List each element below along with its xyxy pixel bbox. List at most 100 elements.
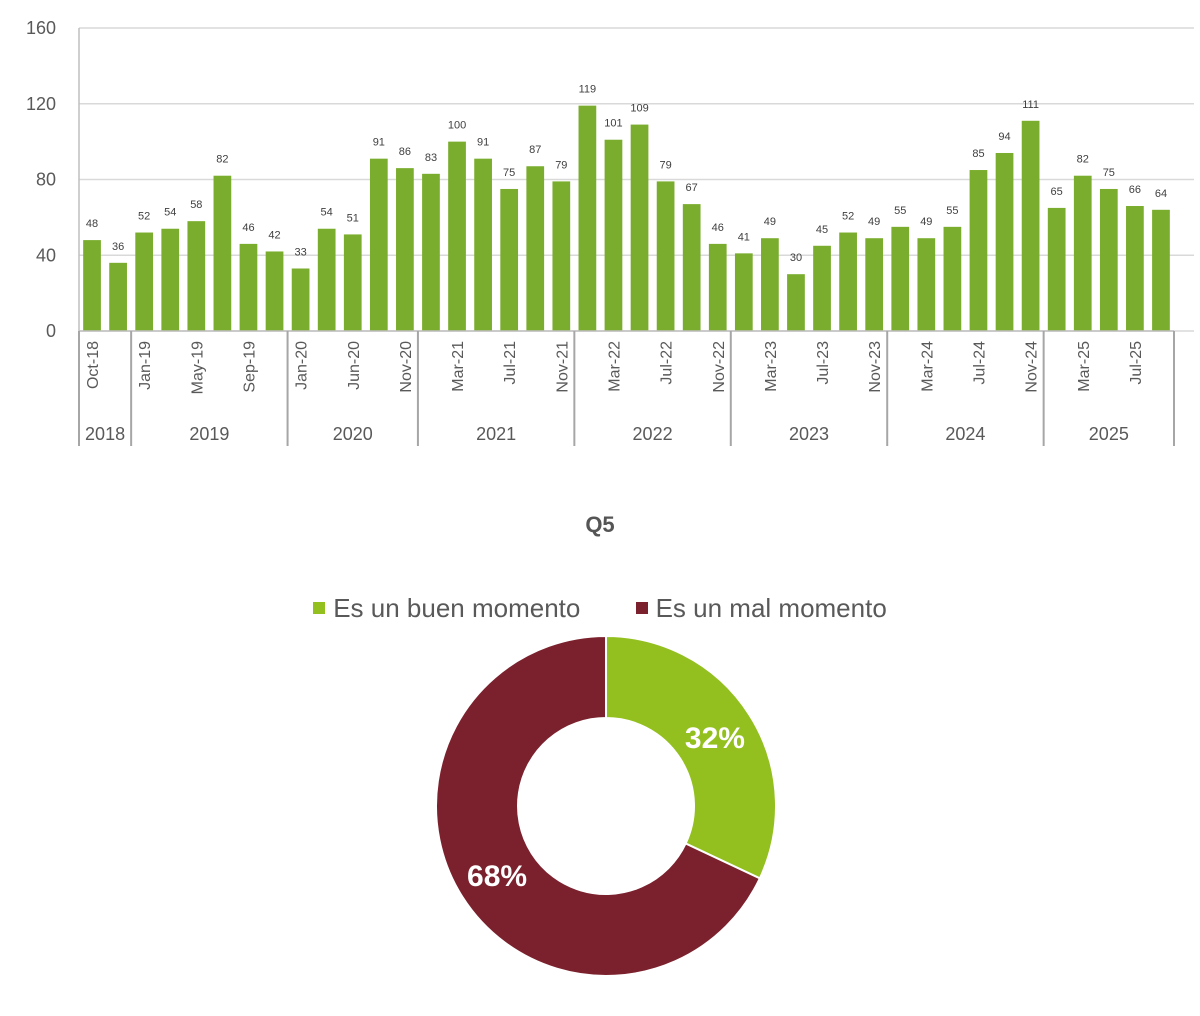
monthly-bar-chart: 0 40 80 120 160 48 36 52 54 58 82 46 42 33 54 51 91 86 83 1…	[26, 18, 1194, 446]
bar-data-label: 100	[448, 120, 466, 132]
x-month-label: Jul-23	[815, 341, 832, 385]
bar-data-label: 86	[399, 146, 411, 158]
bar-data-label: 94	[998, 131, 1010, 143]
bar	[787, 274, 805, 331]
y-tick-label: 160	[26, 18, 56, 38]
bar	[317, 228, 336, 331]
bar	[656, 181, 675, 331]
donut-slice	[605, 634, 777, 880]
legend-label-good: Es un buen momento	[333, 592, 581, 623]
bar-data-label: 49	[764, 216, 776, 228]
bar-data-label: 64	[1155, 188, 1167, 200]
bar	[83, 240, 101, 331]
bar	[682, 204, 701, 331]
bar-data-label: 55	[946, 205, 958, 217]
bar	[1099, 188, 1118, 331]
bar-data-label: 67	[686, 182, 698, 194]
bar-data-label: 87	[529, 144, 541, 156]
bar-data-label: 46	[712, 222, 724, 234]
bar-data-label: 55	[894, 205, 906, 217]
y-tick-label: 120	[26, 94, 56, 114]
bar-data-label: 119	[579, 84, 597, 96]
y-tick-label: 80	[36, 170, 56, 190]
donut-legend: Es un buen momento Es un mal momento	[0, 590, 1200, 624]
bar	[1021, 120, 1040, 331]
bar	[526, 166, 545, 331]
bar	[578, 105, 597, 331]
x-month-label: Nov-21	[554, 341, 571, 393]
bar	[1047, 207, 1066, 331]
x-month-label: Mar-23	[763, 341, 780, 392]
bar	[213, 175, 232, 331]
bar	[708, 243, 727, 331]
bar	[917, 238, 936, 331]
x-month-label: Mar-24	[919, 341, 936, 392]
x-month-label: Oct-18	[85, 341, 102, 389]
bar-data-label: 65	[1051, 186, 1063, 198]
bar-data-label: 30	[790, 252, 802, 264]
x-year-label: 2022	[633, 424, 673, 444]
bar	[891, 226, 910, 331]
bar-data-label: 48	[86, 218, 98, 230]
x-month-label: Nov-22	[711, 341, 728, 393]
bar-data-label: 82	[216, 154, 228, 166]
bar	[552, 181, 571, 331]
donut-slice-label: 68%	[467, 860, 527, 893]
bar-data-label: 54	[321, 207, 333, 219]
donut-chart: 32% 68%	[435, 634, 777, 977]
bar-data-label: 41	[738, 231, 750, 243]
bar	[343, 234, 362, 331]
bar	[813, 245, 831, 331]
bar-data-label: 52	[138, 211, 150, 223]
bar-data-label: 45	[816, 224, 828, 236]
bar	[396, 168, 414, 331]
bar-data-label: 75	[503, 167, 515, 179]
legend-item-bad: Es un mal momento	[635, 593, 887, 624]
legend-swatch-good	[313, 602, 326, 614]
x-month-label: Jan-19	[137, 341, 154, 390]
bar	[969, 170, 988, 331]
x-month-label: Nov-20	[398, 341, 415, 393]
bar	[448, 141, 466, 331]
bar	[1126, 206, 1144, 331]
bar	[474, 158, 492, 331]
legend-item-good: Es un buen momento	[313, 593, 580, 624]
bar-data-label: 58	[190, 199, 202, 211]
bar-data-label: 109	[630, 103, 648, 115]
legend-swatch-bad	[635, 602, 648, 614]
bar	[995, 152, 1014, 331]
x-month-label: Nov-23	[867, 341, 884, 393]
bar	[265, 251, 284, 331]
bar-data-label: 46	[242, 222, 254, 234]
bar-data-label: 79	[659, 159, 671, 171]
bar-data-label: 91	[477, 137, 489, 149]
bar	[943, 226, 962, 331]
bar-data-label: 79	[555, 159, 567, 171]
bar-data-label: 75	[1103, 167, 1115, 179]
bar	[865, 238, 884, 331]
y-tick-label: 40	[36, 245, 56, 265]
bar	[109, 262, 127, 331]
bar	[291, 268, 310, 331]
y-tick-label: 0	[46, 321, 56, 341]
x-month-label: Mar-25	[1076, 341, 1093, 392]
bar-data-label: 83	[425, 152, 437, 164]
bar	[1073, 175, 1092, 331]
bar-data-label: 91	[373, 137, 385, 149]
x-month-label: Mar-22	[606, 341, 623, 392]
x-month-label: Jul-25	[1128, 341, 1145, 385]
x-month-label: Jun-20	[346, 341, 363, 390]
x-month-label: Jan-20	[294, 341, 311, 390]
bar	[135, 232, 154, 331]
bar	[187, 221, 206, 331]
bar	[500, 188, 519, 331]
x-year-label: 2024	[945, 424, 985, 444]
bar-data-label: 111	[1022, 99, 1039, 111]
bar	[161, 228, 180, 331]
bar	[761, 238, 779, 331]
bar	[239, 243, 258, 331]
x-year-label: 2020	[333, 424, 373, 444]
bar-data-label: 54	[164, 207, 176, 219]
bar	[839, 232, 857, 331]
bar-data-label: 51	[347, 212, 359, 224]
